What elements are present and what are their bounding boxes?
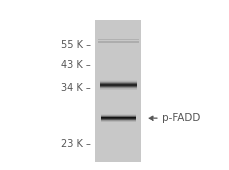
Bar: [99, 83, 137, 84]
Bar: [99, 82, 137, 83]
Bar: [99, 85, 137, 86]
Bar: [99, 89, 137, 90]
Bar: [99, 80, 137, 81]
Bar: [95, 20, 141, 162]
Bar: [100, 115, 136, 116]
Bar: [99, 88, 137, 89]
Bar: [100, 121, 136, 122]
Bar: [99, 81, 137, 82]
Text: 43 K –: 43 K –: [61, 61, 90, 70]
Bar: [100, 117, 136, 118]
Bar: [99, 83, 137, 84]
Bar: [99, 86, 137, 87]
Text: 23 K –: 23 K –: [61, 139, 90, 149]
Bar: [100, 118, 136, 119]
Bar: [100, 118, 136, 119]
Bar: [99, 87, 137, 88]
Text: p-FADD: p-FADD: [161, 113, 200, 123]
Bar: [98, 39, 138, 40]
Bar: [100, 120, 136, 121]
Text: 55 K –: 55 K –: [61, 40, 90, 50]
Bar: [100, 114, 136, 115]
Bar: [98, 41, 138, 42]
Text: 34 K –: 34 K –: [61, 83, 90, 92]
Bar: [100, 119, 136, 120]
Bar: [99, 84, 137, 85]
Bar: [100, 116, 136, 117]
Bar: [99, 89, 137, 90]
